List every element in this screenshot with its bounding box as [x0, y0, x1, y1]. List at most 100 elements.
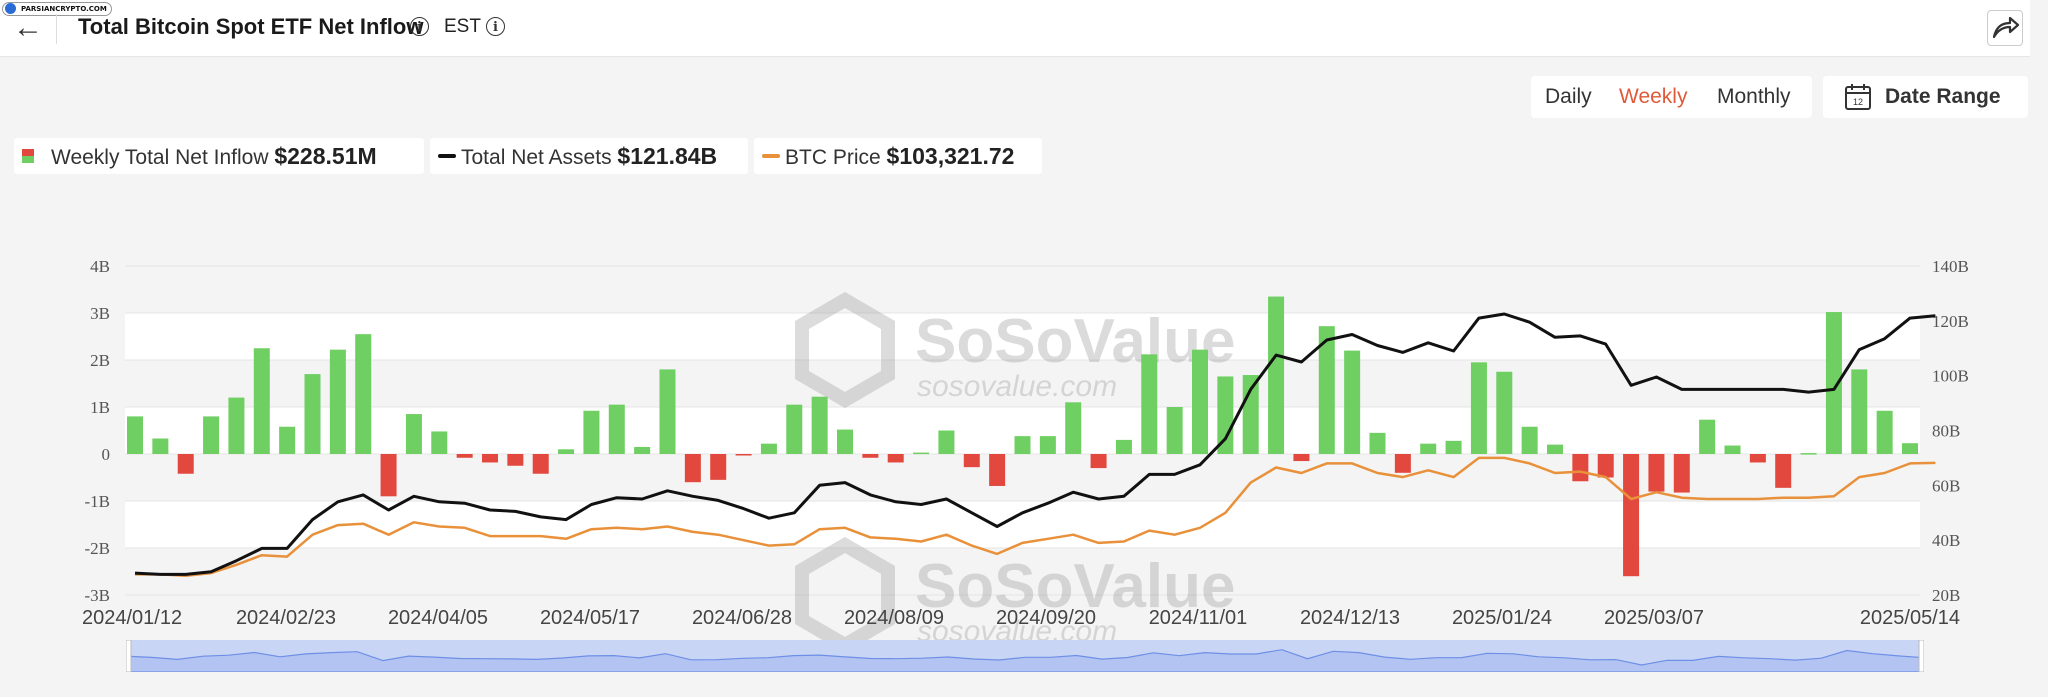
inflow-bar — [532, 454, 549, 474]
right-axis-tick-label: 120B — [1932, 312, 1969, 331]
inflow-bar — [608, 404, 625, 454]
date-range-button[interactable]: 12 Date Range — [1823, 76, 2028, 118]
inflow-bar — [1902, 443, 1918, 454]
inflow-bar — [735, 454, 752, 456]
inflow-bar — [1597, 454, 1614, 478]
x-axis-tick-label: 2025/05/14 — [1860, 607, 1960, 629]
x-axis-tick-label: 2025/03/07 — [1604, 607, 1704, 629]
inflow-bar — [1851, 369, 1868, 454]
inflow-bar — [1673, 454, 1690, 493]
inflow-bar — [634, 446, 651, 454]
inflow-bar — [1217, 376, 1234, 454]
timezone-info-icon[interactable]: i — [486, 17, 505, 36]
left-axis-tick-label: 2B — [90, 351, 110, 370]
legend-net-assets[interactable]: Total Net Assets $121.84B — [430, 138, 748, 174]
inflow-bar — [1318, 326, 1335, 454]
x-axis-tick-label: 2025/01/24 — [1452, 607, 1552, 629]
right-axis-tick-label: 100B — [1932, 367, 1969, 386]
right-axis-tick-label: 40B — [1932, 531, 1960, 550]
inflow-bar — [989, 454, 1006, 486]
x-axis-tick-label: 2024/06/28 — [692, 607, 792, 629]
x-axis-tick-label: 2024/01/12 — [82, 607, 182, 629]
legend-assets-label: Total Net Assets — [461, 146, 612, 169]
tab-monthly[interactable]: Monthly — [1717, 85, 1791, 108]
inflow-bar — [304, 374, 321, 454]
inflow-bar — [760, 443, 777, 454]
x-axis-tick-label: 2024/05/17 — [540, 607, 640, 629]
inflow-bar — [583, 410, 600, 454]
inflow-bar — [938, 430, 955, 454]
inflow-bar — [1775, 454, 1792, 488]
legend-weekly-inflow[interactable]: Weekly Total Net Inflow $228.51M — [14, 138, 424, 174]
range-slider[interactable] — [126, 640, 1924, 672]
tab-daily[interactable]: Daily — [1545, 85, 1592, 108]
inflow-bar — [355, 334, 372, 454]
inflow-bar — [963, 454, 980, 468]
inflow-bar — [1268, 296, 1285, 454]
left-axis-tick-label: -1B — [85, 492, 111, 511]
x-axis-tick-label: 2024/12/13 — [1300, 607, 1400, 629]
slider-minimap-area — [126, 649, 1924, 672]
inflow-bar — [1825, 312, 1842, 454]
top-bar: ← PARSIANCRYPTO.COM Total Bitcoin Spot E… — [0, 0, 2030, 57]
legend-inflow-value: $228.51M — [274, 143, 377, 169]
btc-price-legend-line-icon — [762, 154, 780, 158]
inflow-bar — [710, 454, 727, 480]
watermark-brand-text: SoSoValue — [915, 307, 1235, 376]
inflow-bar — [177, 454, 194, 474]
x-axis-tick-label: 2024/09/20 — [996, 607, 1096, 629]
inflow-bar — [1876, 410, 1893, 454]
grid-band — [125, 266, 1920, 313]
inflow-bar — [1699, 419, 1716, 454]
grid-band — [125, 313, 1920, 360]
left-axis-tick-label: -2B — [85, 539, 111, 558]
inflow-bar — [253, 348, 270, 454]
svg-text:12: 12 — [1853, 97, 1863, 107]
date-range-label: Date Range — [1885, 85, 2001, 108]
inflow-bar — [127, 416, 143, 454]
inflow-bar — [1014, 436, 1031, 454]
inflow-bar — [1800, 453, 1817, 455]
inflow-bar — [811, 396, 828, 454]
inflow-bar — [1572, 454, 1589, 482]
net-assets-legend-line-icon — [438, 154, 456, 158]
back-arrow-icon[interactable]: ← — [13, 11, 43, 44]
inflow-bar — [228, 397, 245, 454]
inflow-bar — [1039, 436, 1056, 454]
watermark-url-text: sosovalue.com — [917, 370, 1117, 403]
inflow-bar — [431, 431, 448, 454]
sosovalue-logo-icon — [795, 291, 895, 409]
right-axis-tick-label: 60B — [1932, 476, 1960, 495]
right-axis-tick-label: 20B — [1932, 586, 1960, 605]
inflow-bar — [1521, 426, 1538, 454]
slider-right-handle — [1918, 640, 1924, 672]
x-axis-tick-label: 2024/04/05 — [388, 607, 488, 629]
right-axis-tick-label: 140B — [1932, 257, 1969, 276]
inflow-bar — [1445, 440, 1462, 454]
x-axis-tick-label: 2024/02/23 — [236, 607, 336, 629]
watermark-brand-text: SoSoValue — [915, 552, 1235, 621]
left-axis-tick-label: 4B — [90, 257, 110, 276]
inflow-bar — [329, 349, 346, 454]
inflow-bar — [1141, 354, 1158, 454]
inflow-bar — [1369, 432, 1386, 454]
left-axis-tick-label: 0 — [102, 445, 111, 464]
x-axis-tick-label: 2024/11/01 — [1149, 607, 1248, 629]
legend-btc-price[interactable]: BTC Price $103,321.72 — [754, 138, 1042, 174]
inflow-bar — [1420, 443, 1437, 454]
inflow-bar — [913, 452, 930, 455]
title-info-icon[interactable]: i — [410, 17, 429, 36]
share-button[interactable] — [1987, 10, 2023, 46]
slider-left-handle — [126, 640, 132, 672]
tab-weekly[interactable]: Weekly — [1619, 85, 1688, 108]
inflow-bar — [1344, 350, 1361, 454]
header-divider — [56, 14, 57, 44]
inflow-bar — [1065, 402, 1082, 454]
share-icon — [1992, 16, 2020, 39]
inflow-bar — [456, 454, 473, 458]
inflow-bar — [558, 449, 575, 454]
calendar-icon: 12 — [1845, 84, 1871, 110]
timezone-label: EST — [444, 16, 481, 37]
